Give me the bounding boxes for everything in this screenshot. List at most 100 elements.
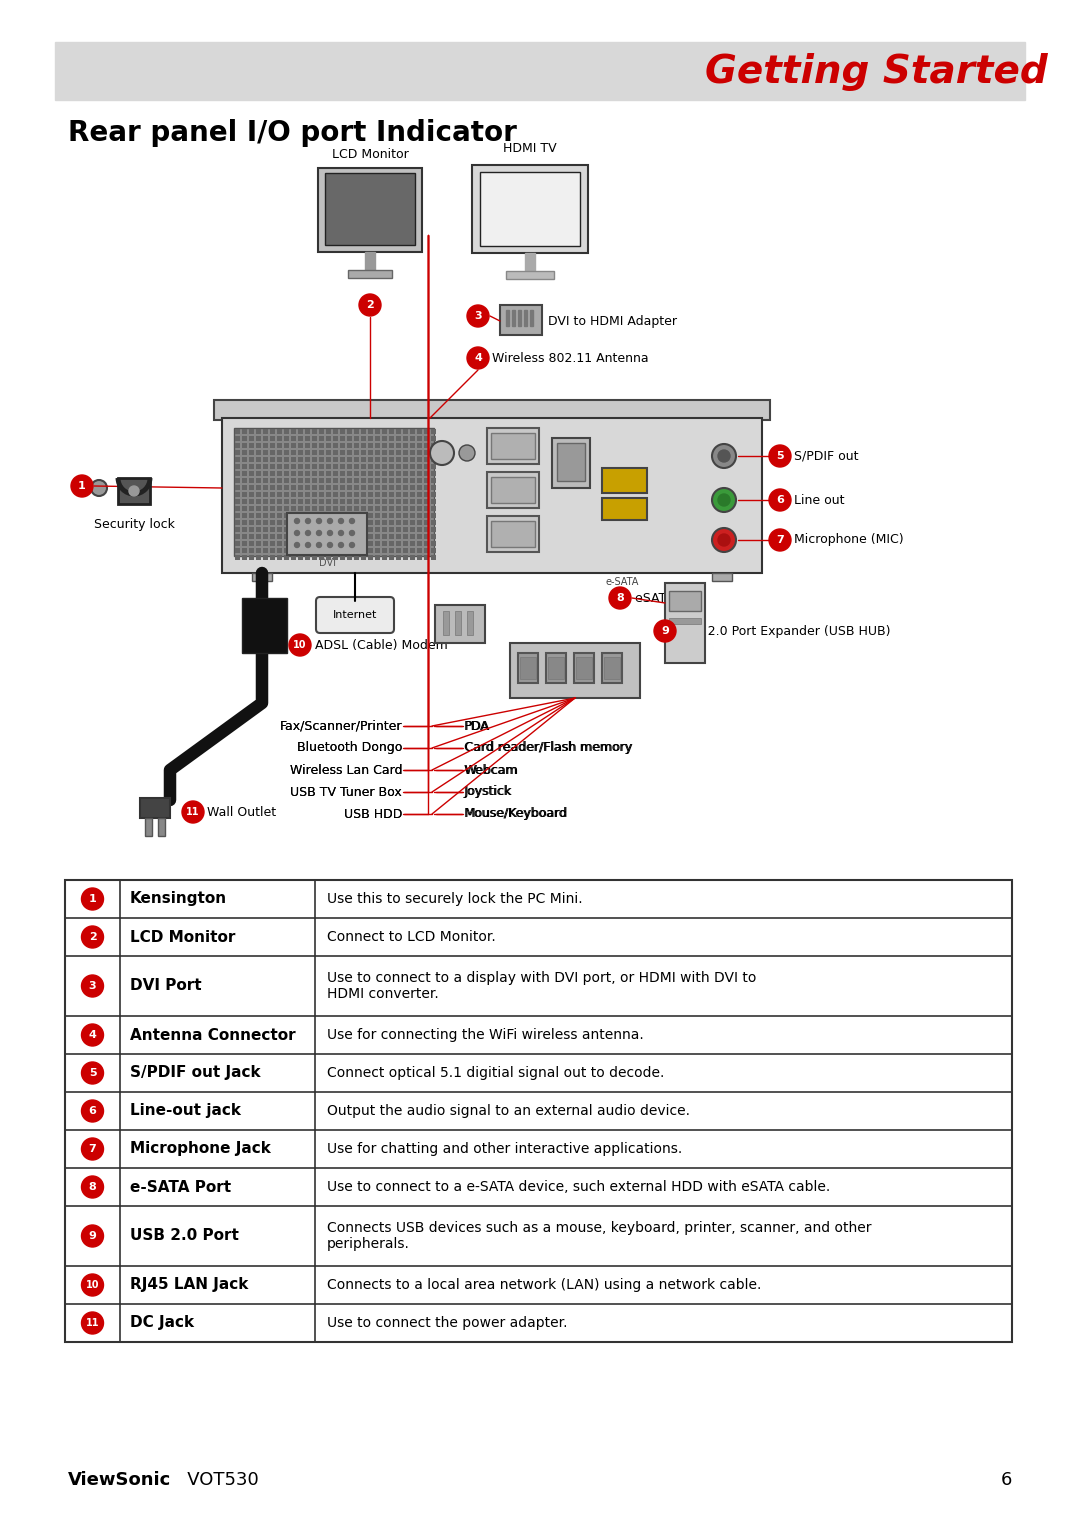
Bar [291,513,296,518]
Bar [242,443,247,447]
Bar [319,548,324,553]
Bar [375,437,380,441]
Bar [375,457,380,463]
Bar [602,654,622,683]
Bar [305,548,310,553]
Bar [242,527,247,531]
Bar [256,450,261,455]
Bar [298,521,303,525]
Text: 9: 9 [89,1231,96,1241]
Circle shape [609,586,631,609]
Circle shape [81,1025,104,1046]
Bar [145,818,152,835]
Bar [348,270,392,278]
Bar [319,437,324,441]
Bar [291,437,296,441]
Circle shape [467,305,489,327]
Bar [264,548,268,553]
Bar [347,548,352,553]
Bar [403,478,408,483]
Circle shape [327,530,333,536]
Text: Wireless Lan Card: Wireless Lan Card [289,764,402,777]
Bar [480,173,580,246]
Bar [487,516,539,551]
Bar [235,443,240,447]
Bar [291,457,296,463]
Bar [326,505,330,512]
Text: Mouse/Keyboard: Mouse/Keyboard [464,808,567,820]
Bar [235,541,240,547]
Bar [270,478,275,483]
Text: Connects USB devices such as a mouse, keyboard, printer, scanner, and other
peri: Connects USB devices such as a mouse, ke… [327,1222,872,1251]
Bar [396,470,401,476]
Bar [291,541,296,547]
Bar [270,554,275,560]
Bar [256,457,261,463]
Bar [548,657,564,680]
Bar [424,513,429,518]
Bar [340,429,345,434]
Bar [235,505,240,512]
Bar [347,554,352,560]
Bar [361,429,366,434]
Bar [284,541,289,547]
Bar [312,486,318,490]
Bar [375,470,380,476]
Text: RJ45 LAN Jack: RJ45 LAN Jack [130,1278,248,1292]
Bar [669,618,701,625]
Bar [417,478,422,483]
Bar [389,492,394,496]
Circle shape [295,542,299,548]
Bar [284,450,289,455]
Bar [396,505,401,512]
Bar [319,554,324,560]
Text: 1: 1 [89,893,96,904]
Bar [291,470,296,476]
Bar [669,591,701,611]
Text: Card reader/Flash memory: Card reader/Flash memory [465,742,633,754]
Bar [347,505,352,512]
Bar [347,450,352,455]
Bar [140,799,170,818]
Bar [284,521,289,525]
Bar [284,505,289,512]
Bar [361,492,366,496]
Bar [333,499,338,504]
Bar [319,478,324,483]
Bar [333,534,338,539]
Bar [368,470,373,476]
Bar [326,527,330,531]
Bar [525,253,535,270]
Bar [333,486,338,490]
Bar [270,541,275,547]
Bar [431,464,436,469]
Bar [487,428,539,464]
Bar [368,541,373,547]
Bar [368,486,373,490]
Bar [284,492,289,496]
Bar [270,534,275,539]
Bar [375,534,380,539]
Bar [284,534,289,539]
Bar [276,527,282,531]
Bar [389,429,394,434]
Bar [368,437,373,441]
Bar [431,554,436,560]
Bar [368,492,373,496]
Bar [410,457,415,463]
Bar [256,505,261,512]
Bar [375,486,380,490]
Bar [235,548,240,553]
Bar [389,548,394,553]
Text: USB HDD: USB HDD [343,808,402,820]
Bar [382,513,387,518]
Bar [270,464,275,469]
Circle shape [81,925,104,948]
Text: Antenna Connector: Antenna Connector [130,1028,296,1043]
Bar [264,486,268,490]
Circle shape [81,1274,104,1296]
Bar [389,470,394,476]
Text: VOT530: VOT530 [170,1471,259,1489]
Bar [396,486,401,490]
Bar [467,611,473,635]
